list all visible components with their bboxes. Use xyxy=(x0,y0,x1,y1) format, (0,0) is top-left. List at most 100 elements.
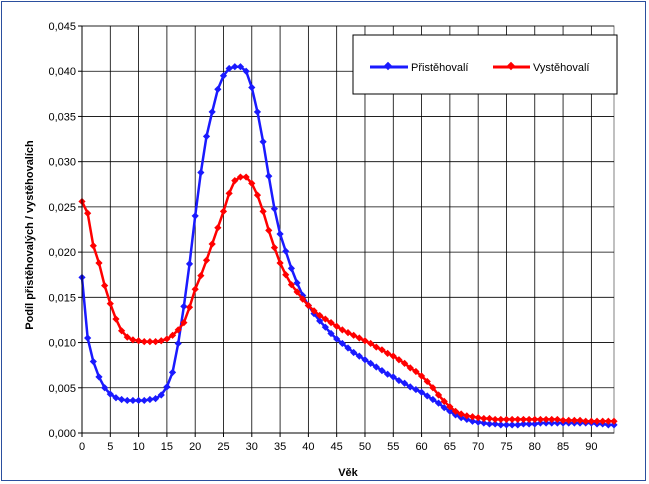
x-tick-label: 30 xyxy=(246,441,258,453)
data-point xyxy=(610,421,618,429)
y-tick-label: 0,015 xyxy=(48,292,76,304)
data-point xyxy=(180,302,188,310)
data-point xyxy=(151,338,160,346)
y-tick-label: 0,005 xyxy=(48,383,76,395)
data-point xyxy=(395,376,403,385)
data-point xyxy=(327,329,335,338)
x-tick-label: 10 xyxy=(132,441,144,453)
y-tick-label: 0,045 xyxy=(48,21,76,33)
data-point xyxy=(276,230,284,238)
data-point xyxy=(412,385,420,394)
data-point xyxy=(548,415,556,424)
data-point xyxy=(491,420,499,428)
data-point xyxy=(89,242,97,250)
data-point xyxy=(480,419,488,427)
data-point xyxy=(389,373,397,381)
data-point xyxy=(474,418,482,426)
data-point xyxy=(202,256,211,264)
x-axis-ticks: 0 5 10 15 20 25 30 35 40 45 50 55 60 65 70 75 80 85 90 xyxy=(79,433,597,453)
data-point xyxy=(355,334,363,342)
data-point xyxy=(174,339,182,348)
y-tick-label: 0,000 xyxy=(48,428,76,440)
data-point xyxy=(106,300,114,308)
data-point xyxy=(287,281,296,289)
data-point xyxy=(378,366,386,375)
data-point xyxy=(333,322,341,330)
data-point xyxy=(367,339,375,348)
data-point xyxy=(372,343,380,351)
data-point xyxy=(350,331,358,339)
data-point xyxy=(265,226,273,235)
x-tick-label: 25 xyxy=(217,441,229,453)
data-point xyxy=(225,189,233,197)
data-point xyxy=(361,337,369,345)
data-point xyxy=(525,420,533,428)
x-axis-label: Věk xyxy=(338,467,358,479)
data-point xyxy=(531,415,539,424)
data-point xyxy=(106,390,114,398)
data-point xyxy=(434,399,443,407)
data-point xyxy=(429,395,437,404)
x-tick-label: 55 xyxy=(387,441,399,453)
data-point xyxy=(429,384,437,392)
x-tick-label: 60 xyxy=(415,441,427,453)
data-point xyxy=(174,326,182,334)
y-tick-label: 0,025 xyxy=(48,202,76,214)
data-point xyxy=(293,279,301,287)
y-tick-label: 0,035 xyxy=(48,111,76,123)
data-point xyxy=(270,243,279,252)
data-point xyxy=(84,209,92,217)
data-point xyxy=(400,379,409,387)
y-tick-label: 0,010 xyxy=(48,338,76,350)
data-point xyxy=(536,419,545,427)
data-point xyxy=(440,397,448,405)
data-point xyxy=(123,333,131,341)
data-point xyxy=(400,359,409,367)
legend-label-pristehovali: Přistěhovalí xyxy=(411,62,468,74)
data-point xyxy=(112,394,120,402)
data-point xyxy=(355,352,363,360)
data-point xyxy=(236,173,245,181)
data-point xyxy=(282,247,290,255)
data-point xyxy=(338,339,346,348)
x-tick-label: 75 xyxy=(500,441,512,453)
data-point xyxy=(259,138,267,146)
data-point xyxy=(599,417,607,425)
data-point xyxy=(474,414,482,422)
x-tick-label: 15 xyxy=(161,441,173,453)
data-point xyxy=(208,240,216,248)
data-point xyxy=(276,259,284,267)
series-pristehovali xyxy=(78,63,618,429)
data-point xyxy=(168,368,177,377)
legend-label-vystehovali: Vystěhovalí xyxy=(533,62,589,74)
data-point xyxy=(89,357,97,366)
data-point xyxy=(242,173,250,181)
data-point xyxy=(84,334,92,342)
data-point xyxy=(163,383,171,391)
data-point xyxy=(270,205,279,213)
data-point xyxy=(197,272,205,280)
data-point xyxy=(95,259,103,267)
data-point xyxy=(412,367,420,376)
data-point xyxy=(514,421,522,429)
data-point xyxy=(101,281,109,290)
data-point xyxy=(463,415,471,424)
data-point xyxy=(129,336,137,344)
y-axis-label: Podíl přistěhovalých / vystěhovalích xyxy=(24,140,36,330)
data-point xyxy=(587,417,595,425)
x-tick-label: 80 xyxy=(529,441,541,453)
data-point xyxy=(140,338,148,346)
data-point xyxy=(282,271,290,279)
data-point xyxy=(434,391,443,399)
data-point xyxy=(446,403,454,411)
data-point xyxy=(491,415,499,424)
data-point xyxy=(468,413,477,421)
x-tick-label: 20 xyxy=(189,441,201,453)
data-point xyxy=(146,338,154,346)
data-point xyxy=(231,177,239,185)
data-point xyxy=(497,415,505,424)
data-point xyxy=(185,260,194,268)
data-point xyxy=(582,417,590,425)
data-point xyxy=(417,388,426,396)
x-tick-label: 90 xyxy=(585,441,597,453)
